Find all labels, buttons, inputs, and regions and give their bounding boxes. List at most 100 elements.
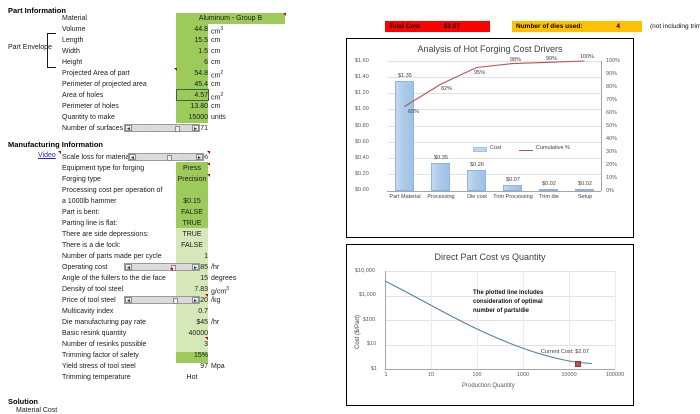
row-value[interactable]: 15.5 bbox=[194, 37, 208, 44]
row-label: Width bbox=[62, 48, 80, 55]
slider-thumb[interactable] bbox=[173, 297, 178, 304]
row-value[interactable]: 0.7 bbox=[198, 308, 208, 315]
row-unit: /hr bbox=[211, 319, 220, 326]
row-unit: cm bbox=[211, 59, 221, 66]
value-column-background bbox=[176, 162, 208, 228]
number-of-surfaces-slider[interactable]: ◄ ► bbox=[124, 124, 200, 132]
row-value[interactable]: $0.15 bbox=[183, 198, 201, 205]
row-label: Projected Area of part bbox=[62, 70, 130, 77]
pareto-ytick: $1.00 bbox=[355, 106, 369, 112]
operating-cost-slider[interactable]: ◄ ► bbox=[124, 263, 200, 271]
bar-processing bbox=[431, 163, 450, 191]
curve-ytick: $10,000 bbox=[355, 268, 375, 274]
row-value[interactable]: 3 bbox=[204, 341, 208, 348]
row-label: Perimeter of holes bbox=[62, 103, 119, 110]
row-value[interactable]: Aluminum - Group B bbox=[198, 15, 263, 22]
bar-die-cost bbox=[467, 170, 486, 191]
dies-used-badge: Number of dies used: 4 bbox=[512, 21, 642, 32]
row-value[interactable]: $45 bbox=[196, 319, 208, 326]
comment-marker-icon bbox=[205, 294, 208, 297]
row-unit: cm bbox=[211, 81, 221, 88]
comment-marker-icon bbox=[283, 13, 286, 16]
row-value[interactable]: $20 bbox=[196, 297, 208, 304]
slider-right-arrow-icon[interactable]: ► bbox=[196, 154, 203, 161]
category-label: Setup bbox=[577, 194, 593, 200]
row-value[interactable]: 7.83 bbox=[194, 286, 208, 293]
bar-value-label: $0.07 bbox=[506, 177, 520, 183]
slider-right-arrow-icon[interactable]: ► bbox=[192, 125, 199, 132]
row-unit: g/cm3 bbox=[211, 286, 229, 296]
row-unit: /hr bbox=[211, 264, 220, 271]
row-label: Number of resinks possible bbox=[62, 341, 147, 348]
pareto-ytick: $0.80 bbox=[355, 123, 369, 129]
row-label: Length bbox=[62, 37, 84, 44]
bar-setup bbox=[575, 189, 594, 191]
row-label: Die manufacturing pay rate bbox=[62, 319, 147, 326]
slider-thumb[interactable] bbox=[175, 125, 180, 132]
total-cost-badge: Total Cost $2.07 bbox=[385, 21, 490, 32]
pareto-y2tick: 90% bbox=[606, 71, 618, 77]
row-value[interactable]: 6 bbox=[204, 59, 208, 66]
slider-trough[interactable] bbox=[132, 297, 192, 303]
row-value[interactable]: Hot bbox=[186, 374, 198, 381]
slider-trough[interactable] bbox=[132, 125, 192, 131]
video-link[interactable]: Video bbox=[38, 152, 56, 159]
current-cost-marker-label: Current Cost: $2.07 bbox=[541, 349, 589, 355]
row-value[interactable]: FALSE bbox=[181, 209, 203, 216]
pareto-ytick: $0.60 bbox=[355, 139, 369, 145]
row-label: Basic resink quantity bbox=[62, 330, 127, 337]
row-value[interactable]: 54.8 bbox=[194, 70, 208, 77]
row-value[interactable]: 13.80 bbox=[190, 103, 208, 110]
cumulative-label: 99% bbox=[546, 56, 558, 62]
row-unit: cm2 bbox=[211, 70, 224, 80]
row-value[interactable]: $85 bbox=[196, 264, 208, 271]
part-envelope-label: Part Envelope bbox=[8, 44, 52, 51]
row-value[interactable]: 44.8 bbox=[194, 26, 208, 33]
curve-xtick: 1 bbox=[384, 372, 388, 378]
slider-right-arrow-icon[interactable]: ► bbox=[192, 297, 199, 304]
row-value[interactable]: TRUE bbox=[182, 231, 202, 238]
slider-left-arrow-icon[interactable]: ◄ bbox=[125, 297, 132, 304]
legend-line-cumulative bbox=[519, 150, 533, 151]
category-label: Trim Processing bbox=[493, 194, 533, 200]
slider-left-arrow-icon[interactable]: ◄ bbox=[125, 264, 132, 271]
curve-ytick: $1,000 bbox=[359, 292, 376, 298]
slider-trough[interactable] bbox=[136, 154, 196, 160]
slider-trough[interactable] bbox=[132, 264, 192, 270]
row-label: a 1000lb hammer bbox=[62, 198, 117, 205]
row-unit: cm2 bbox=[211, 92, 224, 102]
row-value[interactable]: TRUE bbox=[182, 220, 202, 227]
row-value[interactable]: FALSE bbox=[181, 242, 203, 249]
pareto-y2tick: 30% bbox=[606, 149, 618, 155]
pareto-y2tick: 60% bbox=[606, 110, 618, 116]
slider-right-arrow-icon[interactable]: ► bbox=[192, 264, 199, 271]
curve-xtick: 10 bbox=[427, 372, 435, 378]
row-value[interactable]: 71 bbox=[200, 125, 208, 132]
row-value[interactable]: 45.4 bbox=[194, 81, 208, 88]
pareto-ytick: $0.00 bbox=[355, 187, 369, 193]
slider-left-arrow-icon[interactable]: ◄ bbox=[125, 125, 132, 132]
slider-left-arrow-icon[interactable]: ◄ bbox=[129, 154, 136, 161]
slider-thumb[interactable] bbox=[167, 154, 172, 161]
row-unit: units bbox=[211, 114, 226, 121]
row-value[interactable]: 1 bbox=[204, 253, 208, 260]
scale-loss-slider[interactable]: ◄ ► bbox=[128, 153, 204, 161]
value-cell-background bbox=[176, 13, 285, 24]
price-tool-steel-slider[interactable]: ◄ ► bbox=[124, 296, 200, 304]
row-value[interactable]: 15000 bbox=[188, 114, 208, 121]
row-value[interactable]: 4.57 bbox=[194, 92, 208, 99]
slider-thumb[interactable] bbox=[171, 264, 176, 271]
row-value[interactable]: Precision bbox=[177, 176, 207, 183]
pareto-chart: Analysis of Hot Forging Cost Drivers $1.… bbox=[346, 38, 634, 238]
row-label: There are side depressions: bbox=[62, 231, 149, 238]
row-value[interactable]: Press bbox=[183, 165, 201, 172]
curve-xtick: 1000 bbox=[516, 372, 530, 378]
row-label: Yield stress of tool steel bbox=[62, 363, 136, 370]
row-value[interactable]: 97 bbox=[200, 363, 208, 370]
row-value[interactable]: 15 bbox=[200, 275, 208, 282]
row-value[interactable]: 1.5 bbox=[198, 48, 208, 55]
row-value[interactable]: 40000 bbox=[188, 330, 208, 337]
selected-cell-outline[interactable] bbox=[176, 89, 209, 101]
row-value[interactable]: 15% bbox=[193, 352, 208, 359]
pareto-ytick: $1.20 bbox=[355, 90, 369, 96]
